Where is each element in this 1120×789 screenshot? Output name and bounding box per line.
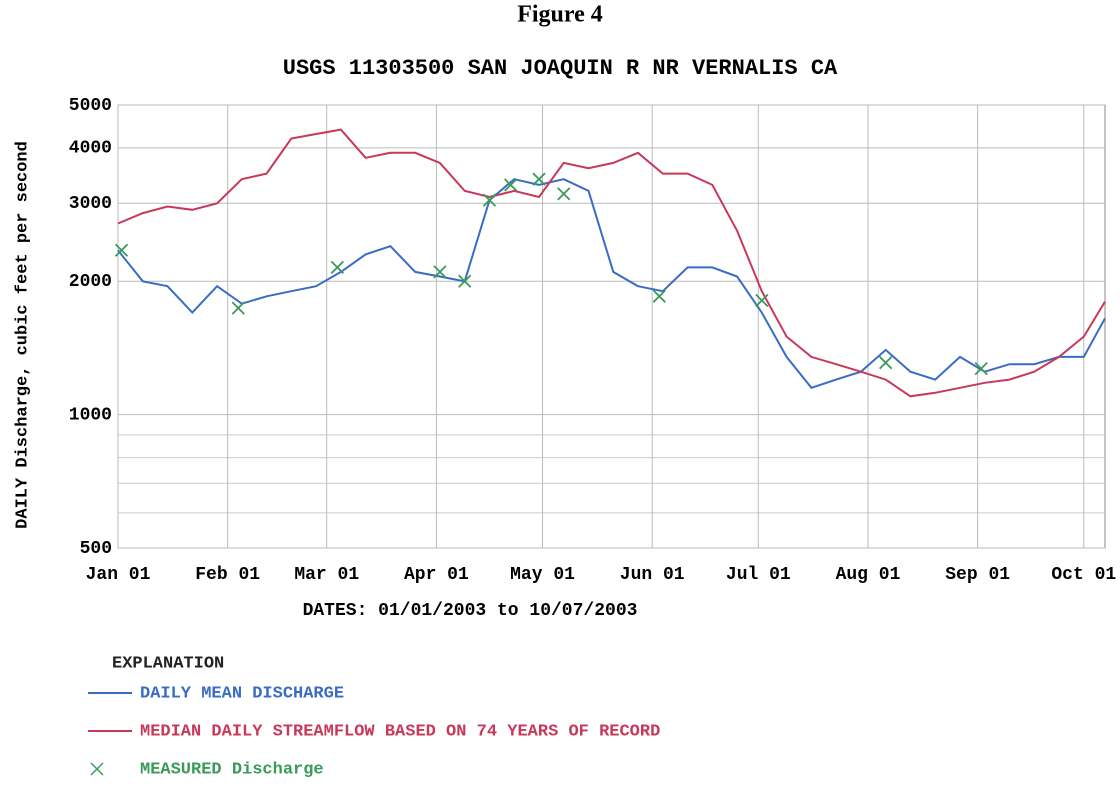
legend-label: MEDIAN DAILY STREAMFLOW BASED ON 74 YEAR… (140, 722, 660, 741)
measured-point (504, 178, 518, 192)
x-tick-label: May 01 (510, 565, 575, 585)
y-tick-label: 3000 (69, 194, 112, 214)
plot-area (117, 104, 1106, 549)
measured-point (231, 301, 245, 315)
measured-point (532, 172, 546, 186)
measured-point (755, 293, 769, 308)
chart-title: USGS 11303500 SAN JOAQUIN R NR VERNALIS … (283, 56, 838, 81)
series-line (117, 178, 1106, 389)
y-tick-label: 4000 (69, 139, 112, 159)
x-tick-label: Jun 01 (620, 565, 685, 585)
measured-point (974, 362, 988, 376)
measured-point (330, 260, 344, 275)
x-tick-label: Feb 01 (195, 565, 260, 585)
y-axis-label: DAILY Discharge, cubic feet per second (13, 141, 32, 529)
measured-point (433, 265, 447, 279)
measured-point (652, 289, 666, 303)
x-tick-label: Mar 01 (294, 565, 359, 585)
legend-label: MEASURED Discharge (140, 760, 324, 779)
x-tick-label: Jan 01 (86, 565, 151, 585)
x-tick-label: Jul 01 (726, 565, 791, 585)
y-tick-label: 5000 (69, 96, 112, 116)
measured-point (482, 193, 497, 207)
x-tick-label: Oct 01 (1051, 565, 1116, 585)
figure-label: Figure 4 (517, 2, 603, 28)
y-tick-label: 500 (80, 539, 112, 559)
y-tick-label: 1000 (69, 405, 112, 425)
series-line (117, 128, 1106, 398)
measured-point (557, 187, 571, 201)
legend-title: EXPLANATION (112, 654, 224, 673)
measured-point (114, 243, 129, 257)
x-tick-label: Apr 01 (404, 565, 469, 585)
y-tick-label: 2000 (69, 272, 112, 292)
legend-label: DAILY MEAN DISCHARGE (140, 684, 344, 703)
legend-symbol (90, 762, 104, 776)
measured-point (458, 274, 472, 288)
measured-point (879, 356, 893, 370)
x-tick-label: Aug 01 (836, 565, 901, 585)
x-tick-label: Sep 01 (945, 565, 1010, 585)
x-axis-label: DATES: 01/01/2003 to 10/07/2003 (303, 601, 638, 621)
